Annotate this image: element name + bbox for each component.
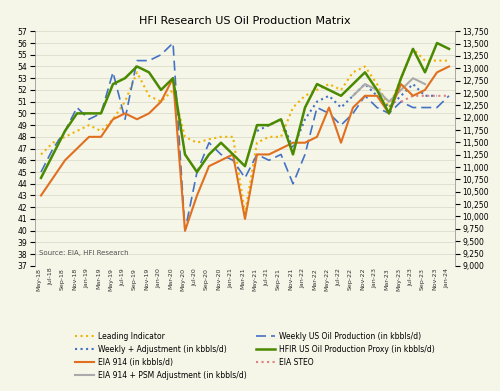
Text: Mar-23: Mar-23 xyxy=(384,268,389,290)
Text: Nov-18: Nov-18 xyxy=(72,268,77,290)
Text: Sep-19: Sep-19 xyxy=(132,268,137,290)
Text: Sep-18: Sep-18 xyxy=(60,268,65,290)
Text: Nov-20: Nov-20 xyxy=(216,268,221,290)
Text: Jan-23: Jan-23 xyxy=(372,268,377,288)
Text: Jul-19: Jul-19 xyxy=(120,268,125,285)
Text: May-22: May-22 xyxy=(324,268,329,291)
Text: Jan-20: Jan-20 xyxy=(156,268,161,288)
Text: May-20: May-20 xyxy=(180,268,185,291)
Title: HFI Research US Oil Production Matrix: HFI Research US Oil Production Matrix xyxy=(139,16,351,26)
Text: Jan-21: Jan-21 xyxy=(228,268,233,288)
Text: Nov-23: Nov-23 xyxy=(432,268,437,291)
Text: Jul-21: Jul-21 xyxy=(264,268,269,285)
Text: Mar-20: Mar-20 xyxy=(168,268,173,289)
Text: Jan-24: Jan-24 xyxy=(444,268,449,288)
Text: Jul-23: Jul-23 xyxy=(408,268,413,286)
Text: Mar-22: Mar-22 xyxy=(312,268,317,290)
Text: Jan-19: Jan-19 xyxy=(84,268,89,288)
Text: Sep-21: Sep-21 xyxy=(276,268,281,290)
Text: Jul-18: Jul-18 xyxy=(48,268,53,285)
Text: Jul-20: Jul-20 xyxy=(192,268,197,285)
Text: Sep-20: Sep-20 xyxy=(204,268,209,290)
Text: Sep-23: Sep-23 xyxy=(420,268,425,290)
Text: Mar-19: Mar-19 xyxy=(96,268,101,289)
Text: May-21: May-21 xyxy=(252,268,257,291)
Text: May-23: May-23 xyxy=(396,268,401,291)
Text: Sep-22: Sep-22 xyxy=(348,268,353,290)
Text: May-19: May-19 xyxy=(108,268,113,291)
Text: Nov-19: Nov-19 xyxy=(144,268,149,290)
Text: Jul-22: Jul-22 xyxy=(336,268,341,286)
Text: Nov-22: Nov-22 xyxy=(360,268,365,291)
Text: May-18: May-18 xyxy=(36,268,41,291)
Text: Mar-21: Mar-21 xyxy=(240,268,245,289)
Legend: Leading Indicator, Weekly + Adjustment (in kbbls/d), EIA 914 (in kbbls/d), EIA 9: Leading Indicator, Weekly + Adjustment (… xyxy=(72,329,438,383)
Text: Source: EIA, HFI Research: Source: EIA, HFI Research xyxy=(39,251,129,256)
Text: Jan-22: Jan-22 xyxy=(300,268,305,288)
Text: Nov-21: Nov-21 xyxy=(288,268,293,290)
